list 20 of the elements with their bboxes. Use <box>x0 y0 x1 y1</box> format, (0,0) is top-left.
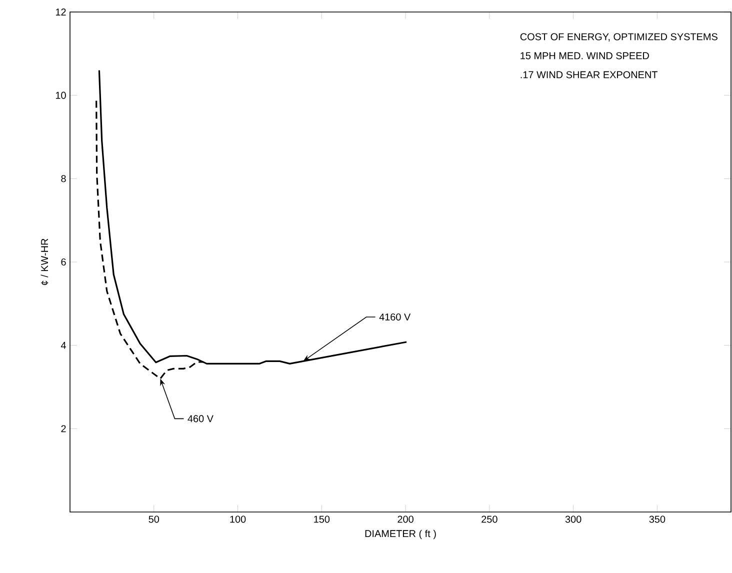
y-tick-label: 12 <box>56 8 66 16</box>
x-tick-label: 200 <box>398 516 414 523</box>
y-axis-title: ¢ / KW-HR <box>40 238 48 286</box>
annotation: .17 WIND SHEAR EXPONENT <box>520 71 658 78</box>
x-tick-label: 100 <box>230 516 246 523</box>
y-tick-label: 10 <box>56 92 66 99</box>
annotation: 4160 V <box>379 313 411 321</box>
x-tick-label: 350 <box>649 516 666 523</box>
x-tick-label: 250 <box>482 516 498 523</box>
y-tick-label: 2 <box>61 425 66 432</box>
y-tick-label: 6 <box>61 258 66 266</box>
x-tick-label: 300 <box>565 516 582 523</box>
annotation: COST OF ENERGY, OPTIMIZED SYSTEMS <box>520 33 718 42</box>
y-tick-label: 8 <box>61 175 66 182</box>
annotation: 15 MPH MED. WIND SPEED <box>520 52 649 60</box>
y-tick-label: 4 <box>60 342 66 349</box>
x-tick-label: 50 <box>148 516 160 523</box>
x-axis-title: DIAMETER ( ft ) <box>365 530 436 540</box>
x-tick-label: 150 <box>314 516 330 523</box>
annotation: 460 V <box>188 415 214 422</box>
